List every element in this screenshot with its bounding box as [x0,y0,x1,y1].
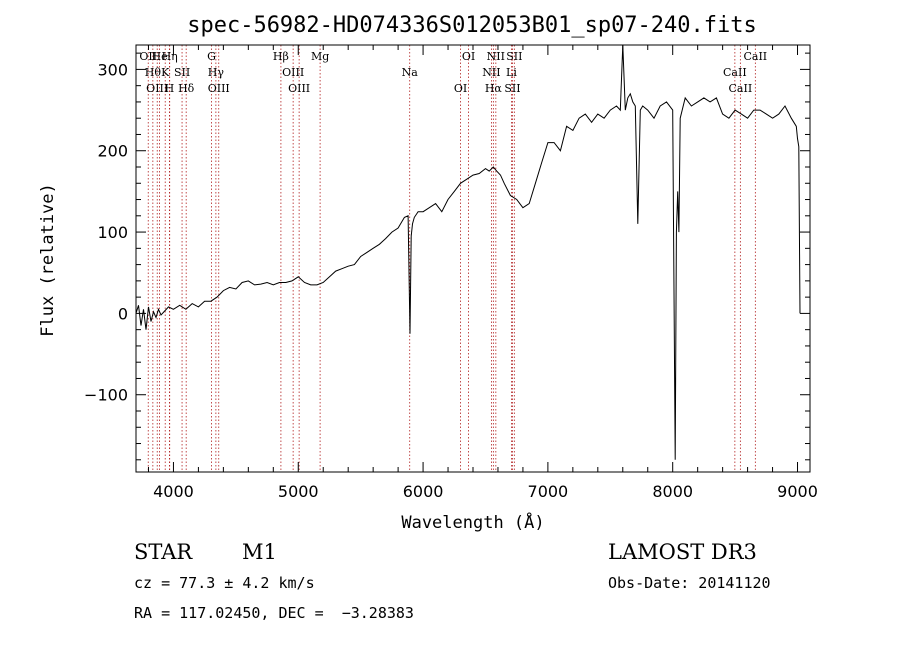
x-axis-label: Wavelength (Å) [401,511,544,533]
y-tick-label: −100 [84,386,128,405]
line-marker-label: Hα [485,82,503,95]
coordinates: RA = 117.02450, DEC = −3.28383 [134,604,414,622]
line-marker-label: K [161,66,170,79]
x-tick-label: 9000 [777,482,818,501]
line-marker-label: Na [402,66,419,79]
line-marker-label: G [207,50,216,63]
object-subclass: M1 [242,540,277,564]
line-marker-label: NII [487,50,505,63]
x-tick-label: 7000 [528,482,569,501]
line-marker-label: Hβ [273,50,289,63]
y-tick-label: 100 [97,223,128,242]
line-marker-label: CaII [729,82,753,95]
line-marker-label: Mg [311,50,329,63]
line-marker-label: OI [462,50,475,63]
line-marker-label: Li [506,66,517,79]
line-marker-label: SII [174,66,190,79]
y-axis-label: Flux (relative) [38,183,58,337]
line-marker-label: SII [506,50,522,63]
object-type: STAR [134,540,193,564]
line-marker-label: SII [504,82,520,95]
line-marker-label: Hθ [145,66,162,79]
y-tick-label: 0 [118,304,128,323]
redshift-velocity: cz = 77.3 ± 4.2 km/s [134,574,315,592]
line-marker-label: OI [454,82,467,95]
observation-date: Obs-Date: 20141120 [608,574,771,592]
line-marker-label: OIII [208,82,230,95]
line-marker-label: OIII [282,66,304,79]
line-marker-label-group: OII Hθ OIII He KH Hη SII Hδ G Hγ OIII Hβ OIII OIII Mg N… [139,50,767,95]
line-marker-group [147,45,756,472]
line-marker-label: NII [482,66,500,79]
y-tick-label: 200 [97,142,128,161]
line-marker-label: CaII [723,66,747,79]
x-tick-label: 6000 [403,482,444,501]
x-tick-label: 5000 [278,482,319,501]
line-marker-label: Hδ [178,82,195,95]
line-marker-label: OIII [146,82,168,95]
survey-name: LAMOST DR3 [608,540,757,564]
spectrum-line [135,44,801,460]
chart-title: spec-56982-HD074336S012053B01_sp07-240.f… [187,13,757,38]
line-marker-label: H [165,82,175,95]
line-marker-label: OII [139,50,157,63]
x-tick-label: 4000 [153,482,194,501]
line-marker-label: Hγ [208,66,225,79]
line-marker-label: CaII [743,50,767,63]
x-tick-label: 8000 [652,482,693,501]
line-marker-label: OIII [288,82,310,95]
line-marker-label: He [152,50,168,63]
line-marker-label: Hη [162,50,178,63]
x-axis: 4000 5000 6000 7000 8000 9000 [147,45,818,501]
y-tick-label: 300 [97,60,128,79]
y-axis: −100 0 100 200 300 [84,52,810,461]
plot-frame [135,44,811,473]
